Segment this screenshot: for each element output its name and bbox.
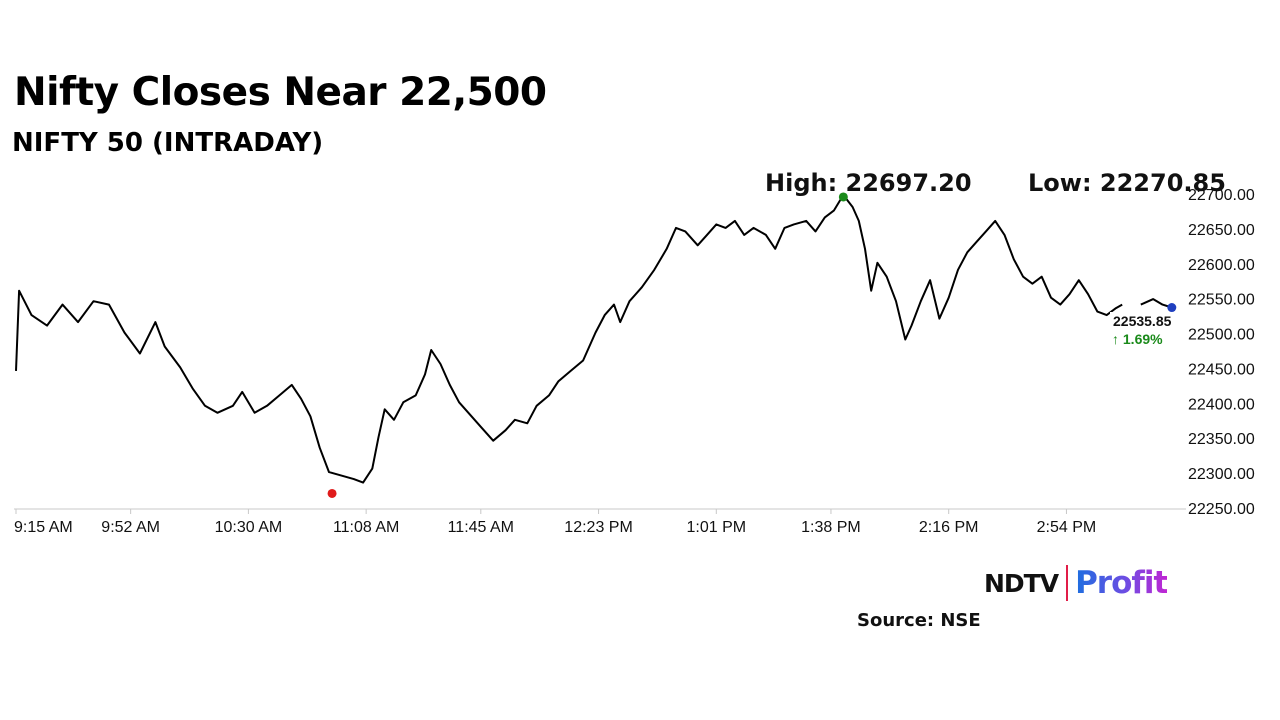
x-tick-label: 11:45 AM [448, 519, 514, 536]
y-tick-label: 22550.00 [1188, 292, 1255, 309]
y-tick-label: 22400.00 [1188, 396, 1255, 413]
x-tick-label: 10:30 AM [215, 519, 283, 536]
logo-divider [1066, 565, 1069, 601]
high-marker [838, 192, 848, 202]
x-tick-label: 9:15 AM [14, 519, 73, 536]
series-line [15, 194, 1123, 484]
y-tick-label: 22450.00 [1188, 361, 1255, 378]
last-value-label: 22535.85 [1113, 313, 1172, 329]
x-tick-label: 1:01 PM [687, 519, 747, 536]
low-marker [327, 488, 337, 498]
x-tick-label: 2:16 PM [919, 519, 979, 536]
series-line-tail [1140, 298, 1173, 309]
x-tick-label: 9:52 AM [101, 519, 160, 536]
source-note: Source: NSE [857, 610, 981, 631]
logo-ndtv-text: NDTV [984, 568, 1059, 598]
x-tick-label: 12:23 PM [564, 519, 632, 536]
last-marker [1167, 303, 1177, 313]
x-axis: 9:15 AM 9:52 AM 10:30 AM 11:08 AM 11:45 AM 12… [14, 508, 1186, 536]
y-tick-label: 22250.00 [1188, 501, 1255, 518]
series-group [15, 194, 1173, 484]
annotation-labels: High: 22697.20 Low: 22270.85 22535.85 ↑ 1.6… [765, 169, 1226, 347]
markers-group [327, 192, 1177, 498]
chart-title: Nifty Closes Near 22,500 [14, 70, 547, 115]
y-tick-label: 22350.00 [1188, 431, 1255, 448]
x-tick-label: 11:08 AM [333, 519, 399, 536]
ndtv-profit-logo: NDTV Profit [984, 563, 1168, 603]
y-tick-label: 22600.00 [1188, 257, 1255, 274]
y-tick-label: 22700.00 [1188, 187, 1255, 204]
y-axis: 22250.00 22300.00 22350.00 22400.00 22450.00… [1188, 187, 1255, 518]
y-tick-label: 22300.00 [1188, 466, 1255, 483]
high-label: High: 22697.20 [765, 169, 972, 197]
change-label: ↑ 1.69% [1112, 331, 1163, 347]
x-tick-label: 1:38 PM [801, 519, 861, 536]
chart-subtitle: NIFTY 50 (INTRADAY) [12, 128, 324, 158]
logo-profit-text: Profit [1075, 565, 1168, 601]
last-value-backdrop [1110, 312, 1186, 330]
x-tick-label: 2:54 PM [1037, 519, 1097, 536]
y-tick-label: 22650.00 [1188, 222, 1255, 239]
low-label: Low: 22270.85 [1028, 169, 1226, 197]
y-tick-label: 22500.00 [1188, 327, 1255, 344]
